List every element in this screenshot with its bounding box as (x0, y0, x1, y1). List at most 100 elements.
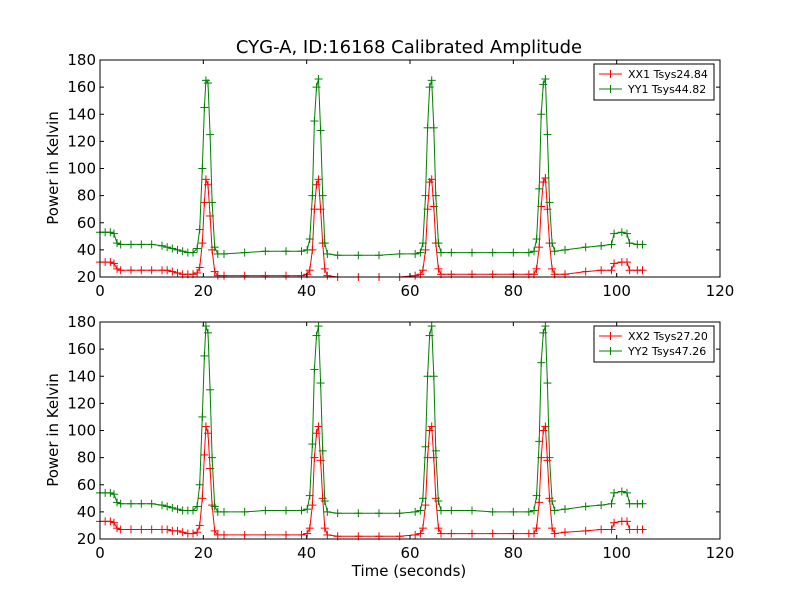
data-point-marker (535, 437, 544, 446)
data-point-marker (240, 507, 249, 516)
legend-box (593, 325, 715, 363)
data-point-marker (195, 521, 204, 530)
data-point-marker (305, 266, 314, 275)
data-point-marker (113, 498, 122, 507)
data-point-marker (168, 267, 177, 276)
data-point-marker (195, 480, 204, 489)
data-point-marker (539, 178, 548, 187)
data-point-marker (305, 491, 314, 500)
data-point-marker (210, 243, 219, 252)
data-point-marker (548, 264, 557, 273)
data-point-marker (198, 412, 207, 421)
data-point-marker (147, 240, 156, 249)
data-point-marker (597, 241, 606, 250)
data-point-marker (261, 247, 270, 256)
data-point-marker (607, 240, 616, 249)
data-point-marker (545, 198, 554, 207)
data-point-marker (312, 429, 321, 438)
series-1 (96, 173, 647, 281)
data-point-marker (220, 249, 228, 258)
data-point-marker (297, 247, 306, 256)
data-point-marker (532, 235, 541, 244)
data-point-marker (561, 505, 569, 514)
data-point-marker (208, 198, 217, 207)
data-point-marker (545, 453, 554, 462)
data-point-marker (201, 322, 210, 331)
data-point-marker (173, 505, 182, 514)
y-tick-label: 140 (67, 105, 96, 123)
data-point-marker (312, 83, 321, 92)
x-tick-label: 20 (194, 544, 213, 562)
data-point-marker (623, 517, 631, 526)
data-point-marker (201, 175, 210, 184)
data-point-marker (203, 180, 212, 189)
data-point-marker (168, 503, 177, 512)
data-point-marker (195, 225, 204, 234)
x-tick-label: 80 (504, 282, 523, 300)
data-point-marker (198, 239, 207, 248)
data-point-marker (200, 198, 209, 207)
data-point-marker (158, 501, 166, 510)
legend-entry: XX1 Tsys24.84 (599, 68, 708, 81)
y-tick-label: 140 (67, 367, 96, 385)
data-point-marker (488, 507, 497, 516)
data-point-marker (109, 490, 118, 499)
data-point-marker (607, 499, 616, 508)
data-point-marker (310, 117, 319, 126)
data-point-marker (543, 379, 552, 388)
data-point-marker (173, 245, 182, 254)
y-tick-label: 20 (77, 530, 96, 548)
data-point-marker (530, 529, 538, 538)
data-point-marker (173, 526, 182, 535)
data-point-marker (106, 517, 115, 526)
data-point-marker (447, 506, 456, 515)
data-point-marker (261, 271, 270, 280)
data-point-marker (116, 499, 125, 508)
data-point-marker (203, 79, 212, 88)
data-point-marker (541, 173, 550, 182)
data-point-marker (137, 240, 146, 249)
data-point-marker (333, 509, 342, 518)
data-point-marker (109, 518, 118, 527)
data-point-marker (318, 191, 327, 200)
data-point-marker (535, 243, 544, 252)
data-point-marker (206, 385, 215, 394)
y-tick-label: 100 (67, 160, 96, 178)
data-point-marker (429, 123, 438, 132)
data-point-marker (163, 525, 172, 534)
data-point-marker (530, 506, 538, 515)
data-point-marker (416, 248, 425, 257)
data-point-marker (320, 239, 329, 248)
data-point-marker (240, 248, 249, 257)
data-point-marker (312, 331, 321, 340)
data-point-marker (305, 524, 314, 533)
data-point-marker (173, 268, 182, 277)
data-point-marker (282, 271, 290, 280)
data-point-marker (323, 249, 332, 258)
data-point-marker (597, 266, 606, 275)
data-point-marker (623, 229, 631, 238)
legend-label: XX2 Tsys27.20 (628, 330, 708, 343)
data-point-marker (220, 271, 228, 280)
data-point-marker (468, 248, 476, 257)
data-point-marker (411, 249, 420, 258)
series-2 (96, 322, 647, 518)
y-tick-label: 180 (67, 313, 96, 331)
data-point-marker (168, 244, 177, 253)
data-point-marker (427, 76, 436, 85)
y-tick-label: 60 (77, 214, 96, 232)
data-point-marker (312, 180, 321, 189)
data-point-marker (411, 271, 420, 280)
x-tick-label: 100 (602, 544, 631, 562)
data-point-marker (468, 506, 476, 515)
data-point-marker (509, 248, 518, 257)
data-point-marker (203, 328, 212, 337)
data-point-marker (303, 505, 312, 514)
data-point-marker (488, 529, 497, 538)
data-point-marker (314, 322, 323, 331)
data-point-marker (437, 529, 445, 538)
x-tick-label: 0 (95, 282, 105, 300)
data-point-marker (421, 501, 430, 510)
data-point-marker (561, 528, 569, 537)
